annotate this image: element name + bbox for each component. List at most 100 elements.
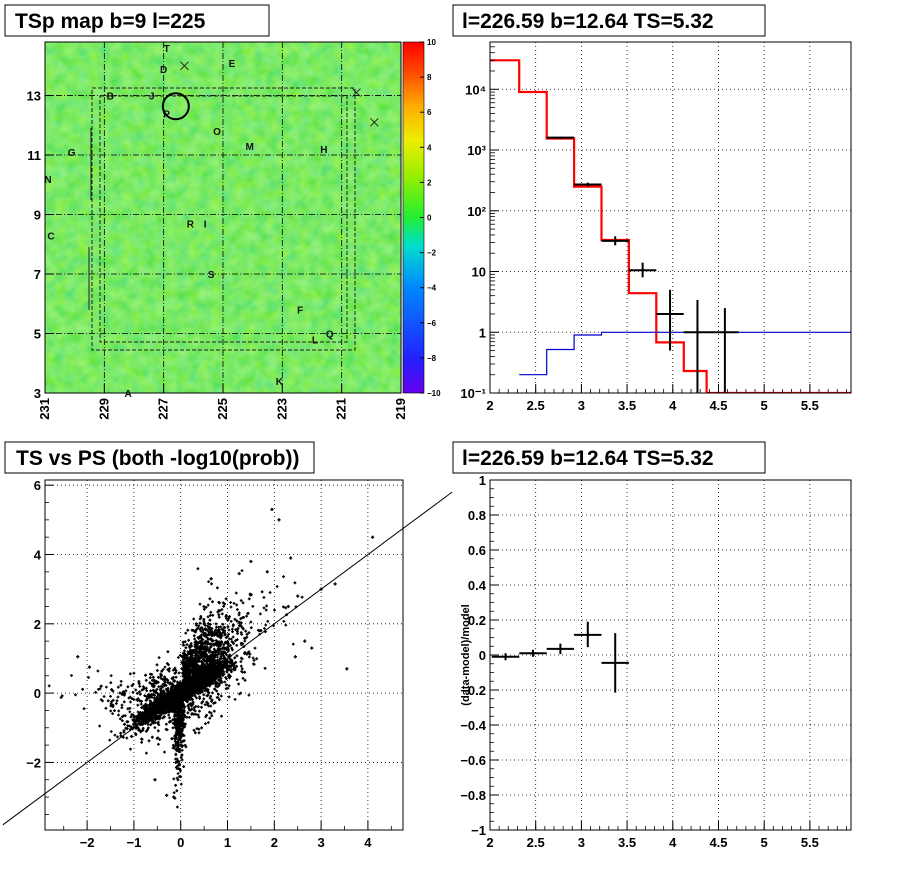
map-xtick-label: 231 — [37, 398, 52, 420]
scatter-point — [122, 722, 127, 726]
scatter-point — [237, 571, 241, 576]
scatter-point — [289, 556, 293, 560]
map-ytick-label: 5 — [34, 327, 41, 342]
ratio-point — [519, 649, 547, 657]
ratio-xtick-label: 5.5 — [801, 835, 819, 850]
spectrum-xtick-label: 3 — [578, 398, 585, 413]
scatter-xtick-label: −2 — [80, 835, 95, 850]
cross-marker-stroke — [352, 88, 361, 97]
source-label: F — [297, 306, 303, 317]
ratio-title: l=226.59 b=12.64 TS=5.32 — [462, 447, 714, 470]
spectrum-title-box — [452, 4, 766, 37]
colorbar-tick-label: 10 — [427, 38, 436, 47]
cross-marker — [369, 117, 379, 127]
scatter-point — [99, 684, 103, 688]
map-ytick-label: 11 — [27, 148, 41, 163]
source-label: E — [229, 59, 236, 70]
scatter-point — [277, 518, 281, 522]
scatter-xtick-label: 0 — [177, 835, 184, 850]
scatter-xtick-label: 1 — [224, 835, 231, 850]
scatter-point — [129, 734, 134, 739]
map-xtick-label: 221 — [334, 398, 349, 420]
map-ytick-label: 3 — [34, 386, 41, 401]
scatter-title-box — [4, 441, 315, 474]
spectrum-ytick-label: 10⁻¹ — [460, 386, 486, 401]
selected-source-circle — [161, 92, 190, 121]
source-label: T — [164, 44, 170, 55]
source-label: L — [312, 335, 318, 346]
scatter-point — [286, 604, 290, 609]
scatter-point-cloud — [47, 567, 304, 809]
scatter-point — [249, 559, 253, 564]
cross-marker — [352, 88, 361, 97]
spectrum-ytick-label: 10² — [467, 204, 486, 219]
spectrum-ytick-label: 10³ — [467, 143, 486, 158]
colorbar — [403, 42, 424, 393]
scatter-panel: −2 −1 0 1 2 3 4 −2 0 2 4 6 TS vs PS (both -log10(pr… — [2, 441, 453, 850]
map-xtick-label: 229 — [96, 398, 111, 420]
scatter-xtick-label: 2 — [271, 835, 278, 850]
scatter-point — [209, 577, 213, 581]
scatter-point — [87, 665, 92, 669]
scatter-ytick-label: −2 — [26, 755, 41, 770]
data-point — [683, 299, 712, 393]
cross-marker-stroke — [369, 117, 379, 127]
colorbar-tick-label: −6 — [427, 319, 437, 328]
map-ytick-label: 9 — [34, 208, 41, 223]
spectrum-ytick-label: 10 — [472, 265, 486, 280]
data-point — [601, 236, 629, 246]
ratio-ytick-label: 0 — [479, 648, 486, 663]
ratio-point — [491, 653, 520, 661]
scatter-ytick-label: 0 — [34, 686, 41, 701]
source-label: D — [160, 65, 167, 76]
spectrum-plot — [490, 59, 851, 393]
scatter-point — [370, 535, 375, 539]
colorbar-tick-label: 4 — [427, 143, 432, 152]
source-label: K — [276, 377, 284, 388]
ratio-xtick-label: 4 — [669, 835, 677, 850]
source-label: Q — [326, 330, 334, 341]
source-label: N — [44, 175, 51, 186]
data-point — [711, 308, 739, 393]
colorbar-tick-label: −10 — [427, 389, 441, 398]
ratio-xtick-label: 2.5 — [527, 835, 545, 850]
ratio-panel: 2 2.5 3 3.5 4 4.5 5 5.5 −1 −0.8 −0.6 −0.4 −0.2 0 0.2 0.… — [452, 441, 852, 850]
ratio-point — [574, 621, 602, 648]
ratio-xtick-label: 3.5 — [618, 835, 636, 850]
identity-line — [2, 491, 453, 826]
colorbar-axis: 10 8 6 4 2 0 −2 −4 −6 −8 −10 — [402, 38, 441, 398]
source-label: S — [208, 270, 215, 281]
colorbar-tick-label: −2 — [427, 249, 437, 258]
scatter-point — [270, 507, 274, 512]
scatter-xtick-label: −1 — [127, 835, 142, 850]
ratio-ytick-label: 0.4 — [468, 578, 487, 593]
scatter-point — [111, 703, 115, 707]
scatter-point — [172, 795, 176, 799]
ratio-xtick-label: 2 — [486, 835, 493, 850]
spectrum-xtick-label: 2 — [486, 398, 493, 413]
ratio-xtick-label: 3 — [578, 835, 585, 850]
ratio-ytick-label: 0.2 — [468, 613, 486, 628]
colorbar-tick-label: 8 — [427, 73, 432, 82]
map-xtick-label: 225 — [215, 398, 230, 420]
scatter-point — [303, 639, 307, 643]
scatter-point — [265, 570, 269, 574]
map-xtick-label: 227 — [156, 398, 171, 420]
ratio-point — [546, 643, 575, 655]
source-label: C — [47, 231, 54, 242]
source-label: B — [107, 92, 114, 103]
ratio-title-box — [452, 441, 766, 474]
ratio-axes: 2 2.5 3 3.5 4 4.5 5 5.5 −1 −0.8 −0.6 −0.4 −0.2 0 0.2 0.… — [460, 473, 847, 850]
spectrum-xtick-label: 3.5 — [618, 398, 636, 413]
data-point — [574, 182, 602, 187]
map-xtick-label: 223 — [274, 398, 289, 420]
ratio-ytick-label: −0.8 — [460, 788, 486, 803]
colorbar-tick-label: −4 — [427, 284, 437, 293]
ratio-grid — [490, 480, 851, 830]
scatter-title: TS vs PS (both -log10(prob)) — [16, 447, 300, 470]
data-point — [656, 289, 684, 351]
spectrum-title: l=226.59 b=12.64 TS=5.32 — [462, 10, 714, 33]
